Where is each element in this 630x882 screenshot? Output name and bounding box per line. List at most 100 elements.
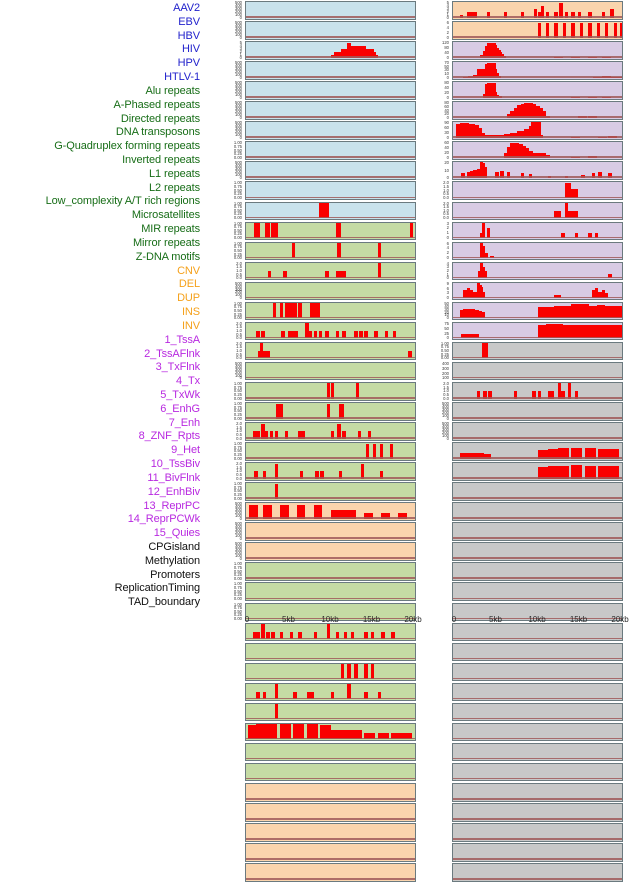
track-plot[interactable] <box>452 662 623 682</box>
track-plot[interactable] <box>452 442 623 461</box>
y-tick-label: 50 <box>444 325 449 331</box>
track-plot[interactable] <box>245 81 416 100</box>
track-plot[interactable] <box>452 542 623 561</box>
track-plot[interactable] <box>245 542 416 561</box>
track-plot[interactable] <box>245 121 416 140</box>
track-plot[interactable] <box>452 381 623 401</box>
track-plot[interactable] <box>245 1 416 20</box>
y-tick-label: 0.75 <box>233 565 242 571</box>
track-plot[interactable] <box>452 823 623 842</box>
track-plot[interactable] <box>245 301 416 321</box>
track-plot[interactable] <box>245 863 416 882</box>
track-plot[interactable] <box>452 101 623 120</box>
track-plot[interactable] <box>452 843 623 862</box>
track-plot[interactable] <box>452 341 623 361</box>
track-plot[interactable] <box>245 361 416 381</box>
y-tick-label: 5 <box>239 40 242 46</box>
track-plot[interactable] <box>245 742 416 762</box>
y-tick-label: 0 <box>446 235 449 241</box>
track-plot[interactable] <box>245 221 416 241</box>
track-label-dup: DUP <box>177 292 200 305</box>
y-axis-ticks: 500 400 300 200 100 0 <box>223 541 242 561</box>
track-plot[interactable] <box>245 141 416 160</box>
track-plot[interactable] <box>452 181 623 201</box>
track-plot[interactable] <box>452 602 623 622</box>
track-plot[interactable] <box>452 21 623 40</box>
track-plot[interactable] <box>452 582 623 602</box>
y-tick-label: 0.75 <box>233 384 242 390</box>
track-plot[interactable] <box>245 702 416 722</box>
track-plot[interactable] <box>452 141 623 160</box>
track-plot[interactable] <box>452 642 623 662</box>
track-plot[interactable] <box>245 762 416 782</box>
track-plot[interactable] <box>452 281 623 301</box>
track-plot[interactable] <box>245 682 416 702</box>
track-plot[interactable] <box>245 442 416 461</box>
track-plot[interactable] <box>245 61 416 80</box>
track-plot[interactable] <box>452 221 623 241</box>
track-plot[interactable] <box>452 81 623 100</box>
track-plot[interactable] <box>245 562 416 581</box>
track-label-aav2: AAV2 <box>173 2 200 14</box>
track-plot[interactable] <box>245 41 416 60</box>
track-plot[interactable] <box>452 562 623 581</box>
track-plot[interactable] <box>245 381 416 401</box>
track-plot[interactable] <box>452 722 623 742</box>
track-plot[interactable] <box>452 121 623 140</box>
track-plot[interactable] <box>452 522 623 541</box>
track-plot[interactable] <box>245 402 416 421</box>
track-plot[interactable] <box>452 1 623 20</box>
track-plot[interactable] <box>452 241 623 261</box>
track-plot[interactable] <box>452 462 623 481</box>
track-plot[interactable] <box>245 321 416 341</box>
y-tick-label: 3 <box>446 290 449 296</box>
track-plot[interactable] <box>452 301 623 321</box>
track-plot[interactable] <box>245 181 416 201</box>
track-plot[interactable] <box>245 522 416 541</box>
track-plot[interactable] <box>245 582 416 602</box>
track-plot[interactable] <box>245 843 416 862</box>
track-plot[interactable] <box>245 662 416 682</box>
track-baseline <box>453 376 622 379</box>
track-plot[interactable] <box>452 803 623 822</box>
track-plot[interactable] <box>245 281 416 301</box>
track-plot[interactable] <box>245 722 416 742</box>
track-plot[interactable] <box>452 782 623 802</box>
track-label-g-quadruplex-forming-repeats: G-Quadruplex forming repeats <box>54 140 200 153</box>
track-plot[interactable] <box>245 642 416 662</box>
track-plot[interactable] <box>245 602 416 622</box>
track-plot[interactable] <box>452 402 623 421</box>
track-plot[interactable] <box>245 422 416 441</box>
track-plot[interactable] <box>245 502 416 521</box>
track-plot[interactable] <box>245 803 416 822</box>
track-plot[interactable] <box>452 742 623 762</box>
x-tick-label: 15kb <box>362 615 381 624</box>
track-plot[interactable] <box>452 682 623 702</box>
track-bar <box>551 390 555 399</box>
track-plot[interactable] <box>245 462 416 481</box>
track-plot[interactable] <box>452 321 623 341</box>
track-plot[interactable] <box>245 823 416 842</box>
track-plot[interactable] <box>452 502 623 521</box>
track-plot[interactable] <box>245 782 416 802</box>
track-plot[interactable] <box>452 702 623 722</box>
track-plot[interactable] <box>452 201 623 221</box>
track-plot[interactable] <box>245 161 416 180</box>
track-plot[interactable] <box>245 201 416 221</box>
track-plot[interactable] <box>452 863 623 882</box>
track-plot[interactable] <box>245 482 416 501</box>
track-plot[interactable] <box>452 482 623 501</box>
track-plot[interactable] <box>452 261 623 281</box>
track-plot[interactable] <box>245 21 416 40</box>
track-plot[interactable] <box>245 261 416 281</box>
track-plot[interactable] <box>452 361 623 381</box>
track-plot[interactable] <box>452 41 623 60</box>
track-plot[interactable] <box>245 341 416 361</box>
track-plot[interactable] <box>452 422 623 441</box>
track-plot[interactable] <box>452 161 623 180</box>
track-plot[interactable] <box>452 61 623 80</box>
y-tick-label: 0.75 <box>233 404 242 410</box>
track-plot[interactable] <box>245 241 416 261</box>
track-plot[interactable] <box>452 762 623 782</box>
track-plot[interactable] <box>245 101 416 120</box>
